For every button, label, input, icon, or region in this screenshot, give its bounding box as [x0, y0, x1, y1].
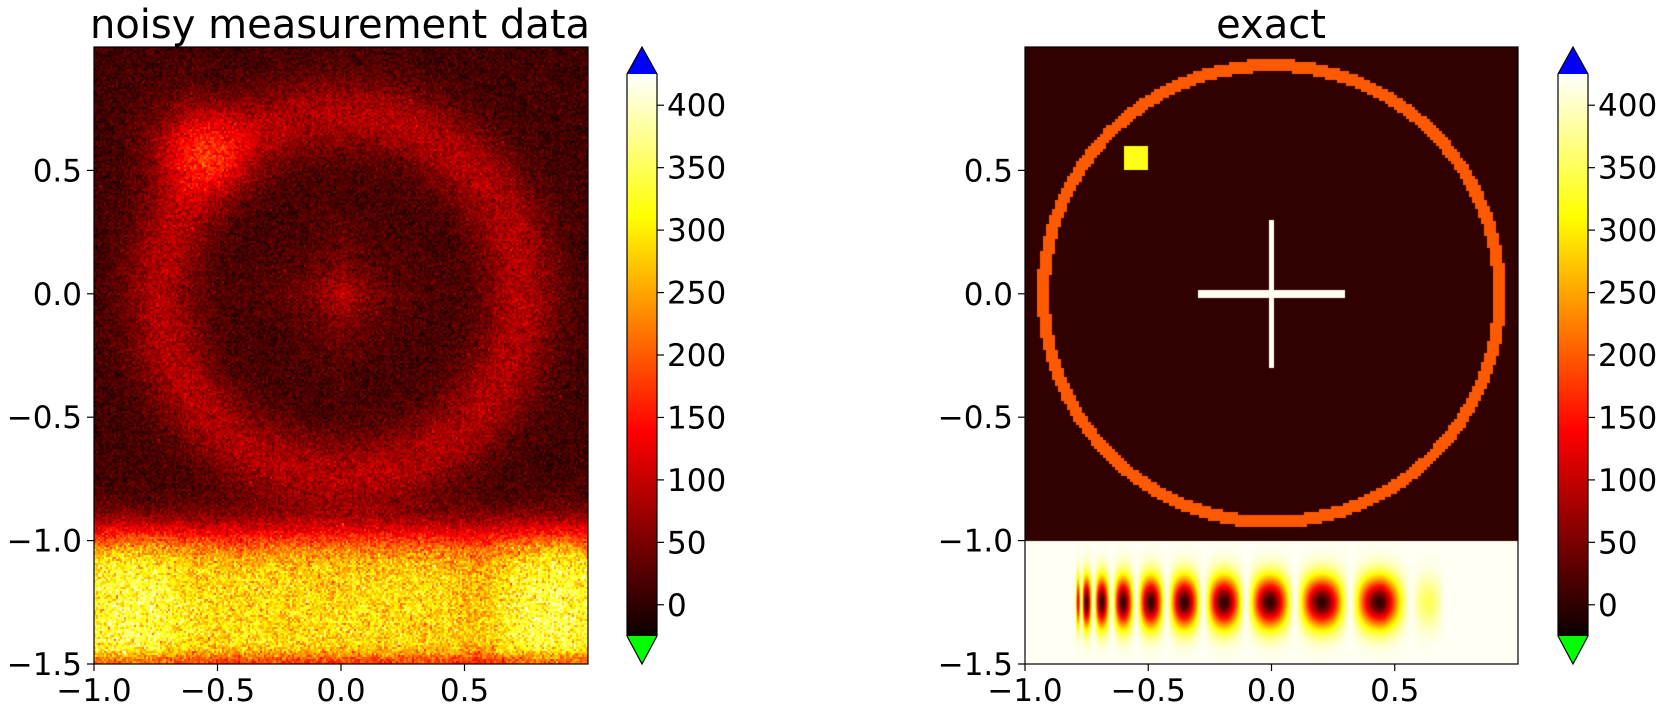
left-panel: noisy measurement data −1.5−1.0−0.50.00.…	[7, 2, 726, 709]
right-colorbar: 0 50 100 150 200 250 300 350 400	[1557, 45, 1657, 666]
left-colorbar-tick-label: 400	[667, 88, 726, 124]
left-ytick-label: 0.5	[33, 153, 82, 189]
left-colorbar-tick-label: 0	[667, 588, 687, 624]
right-colorbar-ticks: 0 50 100 150 200 250 300 350 400	[1588, 88, 1657, 624]
left-ytick-label: −0.5	[7, 400, 82, 436]
left-ytick-label: 0.0	[33, 277, 82, 313]
left-ytick-label: −1.0	[7, 524, 82, 560]
left-heatmap	[94, 47, 588, 664]
left-colorbar-tick-label: 200	[667, 338, 726, 374]
right-colorbar-outline	[1557, 45, 1589, 666]
right-colorbar-over-triangle	[1558, 47, 1588, 74]
right-colorbar-tick-label: 0	[1598, 588, 1618, 624]
right-colorbar-tick-label: 400	[1598, 88, 1657, 124]
right-colorbar-tick-label: 50	[1598, 525, 1637, 561]
right-ytick-label: 0.0	[964, 277, 1013, 313]
left-colorbar-ticks: 0 50 100 150 200 250 300 350 400	[657, 88, 726, 624]
left-xtick-label: 0.0	[316, 673, 365, 709]
right-xtick-label: 0.5	[1370, 673, 1419, 709]
right-colorbar-under-triangle	[1558, 636, 1588, 664]
right-colorbar-gradient	[1558, 74, 1588, 636]
right-ytick-label: −1.0	[938, 524, 1013, 560]
right-colorbar-tick-label: 300	[1598, 213, 1657, 249]
left-colorbar-tick-label: 250	[667, 276, 726, 312]
left-y-axis: −1.5 −1.0 −0.5 0.0 0.5	[7, 153, 94, 683]
left-colorbar-gradient	[627, 74, 657, 636]
left-colorbar: 0 50 100 150 200 250 300 350 400	[626, 45, 726, 666]
right-x-axis: −1.0 −0.5 0.0 0.5	[987, 664, 1419, 709]
left-x-axis: −1.0 −0.5 0.0 0.5	[56, 664, 489, 709]
right-colorbar-tick-label: 100	[1598, 463, 1657, 499]
left-colorbar-tick-label: 50	[667, 525, 706, 561]
left-colorbar-outline	[626, 45, 658, 666]
left-title: noisy measurement data	[90, 2, 590, 48]
right-colorbar-tick-label: 150	[1598, 400, 1657, 436]
left-colorbar-tick-label: 100	[667, 463, 726, 499]
left-colorbar-tick-label: 150	[667, 400, 726, 436]
right-xtick-label: −0.5	[1111, 673, 1186, 709]
left-xtick-label: −1.0	[56, 673, 131, 709]
right-title: exact	[1216, 2, 1326, 48]
right-ytick-label: −1.5	[938, 647, 1013, 683]
right-panel: exact −1.5−1.0−0.50.00.5 −1.0 −0.5 0.0 0.5 …	[938, 2, 1657, 709]
right-colorbar-tick-label: 250	[1598, 276, 1657, 312]
left-xtick-label: 0.5	[440, 673, 489, 709]
right-y-axis: −1.5 −1.0 −0.5 0.0 0.5	[938, 153, 1025, 683]
right-xtick-label: −1.0	[987, 673, 1062, 709]
right-colorbar-tick-label: 200	[1598, 338, 1657, 374]
left-ytick-label: −1.5	[7, 647, 82, 683]
left-colorbar-tick-label: 300	[667, 213, 726, 249]
left-colorbar-under-triangle	[627, 636, 657, 664]
left-colorbar-over-triangle	[627, 47, 657, 74]
right-ytick-label: 0.5	[964, 153, 1013, 189]
right-heatmap	[1025, 47, 1518, 664]
left-xtick-label: −0.5	[180, 673, 255, 709]
right-ytick-label: −0.5	[938, 400, 1013, 436]
right-xtick-label: 0.0	[1247, 673, 1296, 709]
right-colorbar-tick-label: 350	[1598, 151, 1657, 187]
left-colorbar-tick-label: 350	[667, 151, 726, 187]
